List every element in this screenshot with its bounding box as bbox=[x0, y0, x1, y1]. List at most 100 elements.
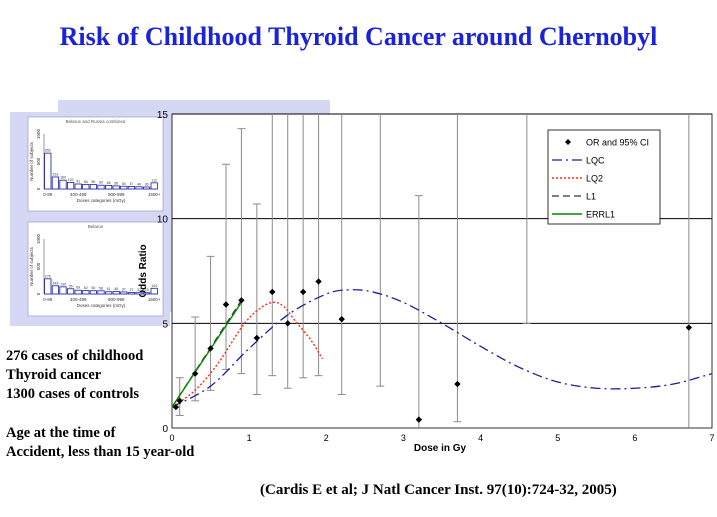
inset-title: Belarus and Russia combined bbox=[66, 119, 126, 124]
x-tick-label: 3 bbox=[401, 433, 406, 443]
data-point bbox=[207, 345, 214, 352]
data-point bbox=[685, 324, 693, 331]
inset-bar-label: 47 bbox=[129, 182, 133, 186]
x-tick-label: 5 bbox=[555, 433, 560, 443]
inset-bar-label: 149 bbox=[52, 281, 58, 285]
data-point bbox=[454, 380, 461, 388]
inset-bar bbox=[120, 185, 128, 190]
inset-bar-label: 37 bbox=[122, 287, 126, 291]
inset-title: Belarus bbox=[88, 224, 104, 229]
inset-bar bbox=[74, 183, 82, 190]
inset-y-tick: 500 bbox=[36, 262, 41, 270]
series-line-errl1 bbox=[171, 302, 243, 408]
inset-y-tick: 0 bbox=[36, 292, 41, 295]
legend-label: OR and 95% CI bbox=[586, 138, 649, 148]
inset-x-tick: 900-999 bbox=[108, 192, 125, 197]
data-point bbox=[253, 334, 261, 342]
inset-x-label: Doses categories (mGy) bbox=[77, 198, 126, 203]
legend-label: L1 bbox=[586, 192, 596, 202]
inset-bar-label: 23 bbox=[145, 288, 149, 292]
inset-bar bbox=[74, 289, 82, 295]
inset-bar-label: 652 bbox=[45, 149, 51, 153]
inset-bar bbox=[135, 291, 143, 295]
inset-x-tick: 1500+ bbox=[148, 192, 161, 197]
inset-bar bbox=[89, 290, 97, 295]
data-point bbox=[415, 416, 423, 423]
inset-bar-label: 56 bbox=[114, 181, 118, 185]
inset-bar bbox=[105, 184, 113, 190]
data-point bbox=[238, 297, 245, 304]
inset-bar bbox=[150, 182, 158, 190]
legend-box bbox=[547, 129, 661, 225]
inset-bar bbox=[143, 292, 151, 295]
inset-bar-label: 276 bbox=[45, 274, 51, 278]
series-line-lqc bbox=[171, 289, 713, 408]
inset-bar-label: 80 bbox=[91, 180, 95, 184]
citation: (Cardis E et al; J Natl Cancer Inst. 97(… bbox=[260, 482, 617, 498]
legend-label: LQC bbox=[586, 156, 605, 166]
data-point bbox=[284, 320, 291, 327]
inset-y-label: Number of subjects bbox=[29, 246, 34, 286]
inset-bar bbox=[127, 292, 135, 295]
inset-bar bbox=[120, 291, 128, 295]
inset-bar bbox=[67, 181, 75, 190]
inset-bar-label: 112 bbox=[151, 178, 157, 182]
data-point bbox=[315, 278, 322, 285]
data-point bbox=[172, 403, 180, 411]
data-point bbox=[269, 288, 276, 296]
x-tick-label: 7 bbox=[709, 433, 714, 443]
inset-bar bbox=[59, 179, 67, 190]
inset-bar-label: 120 bbox=[68, 178, 74, 182]
legend-label: LQ2 bbox=[586, 174, 603, 184]
inset-y-tick: 1000 bbox=[36, 233, 41, 244]
inset-bar bbox=[89, 184, 97, 190]
inset-bar bbox=[105, 291, 113, 295]
inset-bar-label: 84 bbox=[84, 180, 88, 184]
data-point bbox=[222, 301, 230, 308]
inset-x-tick: 0-99 bbox=[43, 192, 53, 197]
inset-bar-label: 41 bbox=[107, 287, 111, 291]
inset-bar bbox=[112, 185, 120, 190]
inset-bar bbox=[44, 152, 52, 190]
inset-bar-label: 104 bbox=[151, 284, 157, 288]
inset-chart-combined: Belarus and Russia combined 0 500 1000Numbe… bbox=[29, 119, 161, 203]
inset-x-tick: 900-999 bbox=[108, 297, 125, 302]
inset-bar-label: 130 bbox=[60, 282, 66, 286]
legend-marker-or bbox=[565, 139, 571, 145]
inset-bar bbox=[112, 291, 120, 295]
note-accident: Accident, less than 15 year-old bbox=[6, 444, 195, 460]
inset-bar-label: 36 bbox=[145, 183, 149, 187]
x-tick-label: 1 bbox=[247, 433, 252, 443]
inset-y-label: Number of subjects bbox=[29, 141, 34, 181]
y-tick-label: 15 bbox=[157, 110, 169, 121]
y-tick-label: 5 bbox=[162, 319, 168, 330]
inset-bar bbox=[44, 278, 52, 295]
x-axis-label: Dose in Gy bbox=[414, 443, 467, 454]
x-tick-label: 4 bbox=[478, 433, 483, 443]
inset-bar bbox=[97, 290, 105, 295]
inset-x-tick: 400-499 bbox=[70, 297, 87, 302]
inset-bar bbox=[51, 176, 59, 190]
note-thyroid: Thyroid cancer bbox=[6, 367, 102, 383]
inset-y-tick: 1000 bbox=[36, 128, 41, 139]
inset-bar bbox=[143, 186, 151, 190]
inset-bottom-box bbox=[27, 221, 164, 317]
inset-x-label: Doses categories (mGy) bbox=[77, 303, 126, 308]
inset-bar bbox=[51, 285, 59, 295]
x-tick-label: 6 bbox=[632, 433, 637, 443]
inset-bar-label: 60 bbox=[91, 286, 95, 290]
data-point bbox=[299, 288, 307, 296]
inset-bar bbox=[127, 186, 135, 190]
page-title: Risk of Childhood Thyroid Cancer around … bbox=[59, 22, 658, 51]
note-cases: 276 cases of childhood bbox=[6, 348, 144, 364]
inset-bar-label: 160 bbox=[60, 176, 66, 180]
y-axis-label: Odds Ratio bbox=[138, 244, 149, 297]
inset-bar-label: 69 bbox=[99, 181, 103, 185]
inset-bar bbox=[97, 184, 105, 190]
inset-bar bbox=[150, 287, 158, 295]
note-controls: 1300 cases of controls bbox=[6, 386, 140, 402]
inset-bar-label: 219 bbox=[52, 172, 58, 176]
y-tick-label: 0 bbox=[162, 424, 168, 435]
